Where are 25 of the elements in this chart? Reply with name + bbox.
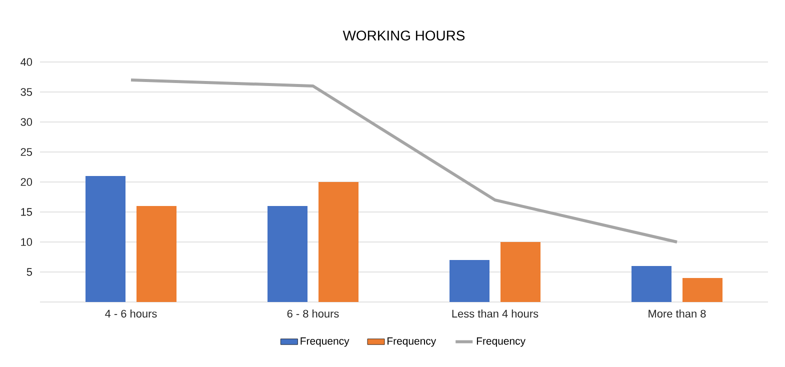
legend-label: Frequency [476,337,526,347]
chart-title: WORKING HOURS [342,30,465,41]
y-tick-label: 30 [20,118,32,126]
bar [318,182,359,302]
bar [268,206,308,302]
x-tick-label: Less than 4 hours [452,310,538,318]
y-tick-label: 20 [20,178,32,186]
bar [632,266,672,302]
y-tick-label: 10 [21,238,32,246]
y-tick-label: 15 [21,208,32,216]
x-tick-label: 6 - 8 hours [287,310,339,318]
y-tick-label: 25 [20,148,32,156]
legend-label: Frequency [388,337,436,347]
line-series [130,78,679,244]
y-tick-label: 40 [20,58,32,66]
legend-label: Frequency [300,337,350,347]
bar [682,278,723,302]
bar [450,260,490,302]
x-tick-label: 4 - 6 hours [105,310,157,318]
x-tick-label: More than 8 [648,310,706,318]
y-tick-label: 35 [20,88,32,96]
y-tick-label: 5 [26,268,32,276]
bar [86,176,126,302]
bar [136,206,176,302]
bar [500,242,541,302]
